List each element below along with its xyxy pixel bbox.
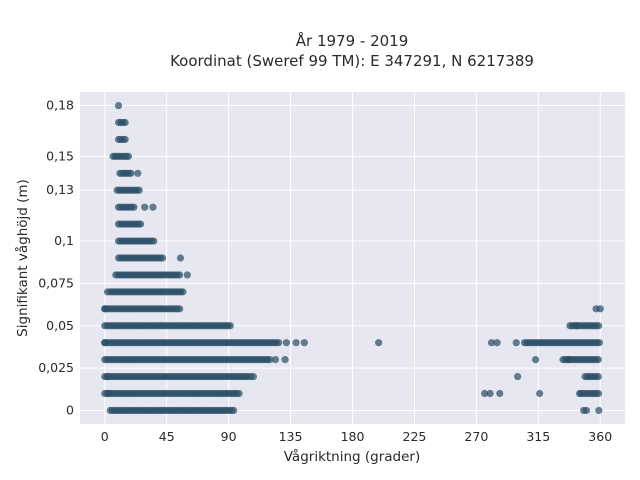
y-tick-label: 0,1 xyxy=(54,233,74,248)
x-tick-label: 90 xyxy=(221,429,237,444)
x-tick-label: 0 xyxy=(101,429,109,444)
x-tick-label: 270 xyxy=(464,429,488,444)
data-point xyxy=(594,322,603,330)
y-tick-label: 0,05 xyxy=(46,318,74,333)
x-tick-label: 315 xyxy=(526,429,550,444)
y-axis-label: Signifikant våghöjd (m) xyxy=(14,179,31,337)
data-point xyxy=(531,356,540,364)
data-point xyxy=(105,389,113,398)
data-point xyxy=(595,406,603,415)
data-point xyxy=(487,339,496,347)
data-point xyxy=(493,339,501,347)
data-point xyxy=(121,118,129,127)
x-tick-labels: 0 45 90 135 180 225 270 315 360 xyxy=(101,429,612,444)
data-point xyxy=(134,169,142,177)
data-point xyxy=(127,169,135,177)
data-point xyxy=(536,389,544,398)
data-point xyxy=(149,203,157,211)
x-axis-label: Vågriktning (grader) xyxy=(284,448,421,465)
y-tick-label: 0,025 xyxy=(38,360,74,375)
grid-lines xyxy=(80,92,625,424)
data-point xyxy=(130,203,138,211)
data-point xyxy=(481,389,489,398)
data-point xyxy=(496,389,504,398)
y-tick-label: 0,075 xyxy=(38,275,74,290)
data-points xyxy=(101,101,604,415)
x-tick-label: 45 xyxy=(159,429,175,444)
data-point xyxy=(249,372,258,381)
data-point xyxy=(121,135,129,144)
y-tick-labels: 0 0,025 0,05 0,075 0,1 0,13 0,15 0,18 xyxy=(38,98,74,418)
y-tick-label: 0 xyxy=(66,402,74,417)
x-tick-label: 180 xyxy=(341,429,365,444)
data-point xyxy=(103,288,112,296)
data-point xyxy=(594,372,602,381)
chart-title-line2: Koordinat (Sweref 99 TM): E 347291, N 62… xyxy=(170,52,534,70)
data-point xyxy=(179,288,187,296)
data-point xyxy=(282,339,291,347)
data-point xyxy=(514,372,522,381)
data-point xyxy=(582,406,591,415)
y-tick-label: 0,13 xyxy=(46,182,74,197)
y-tick-label: 0,18 xyxy=(46,98,74,113)
data-point xyxy=(101,305,109,313)
data-point xyxy=(512,339,520,347)
data-point xyxy=(596,305,604,313)
data-point xyxy=(564,356,573,364)
data-point xyxy=(158,254,167,262)
y-tick-label: 0,15 xyxy=(46,148,74,163)
data-point xyxy=(176,271,184,279)
data-point xyxy=(176,254,185,262)
data-point xyxy=(271,356,280,364)
data-point xyxy=(150,237,158,245)
data-point xyxy=(235,389,243,398)
data-point xyxy=(176,305,184,313)
data-point xyxy=(575,389,584,398)
data-point xyxy=(275,339,283,347)
x-tick-label: 360 xyxy=(588,429,612,444)
data-point xyxy=(595,339,604,347)
x-tick-label: 135 xyxy=(279,429,303,444)
data-point xyxy=(486,389,494,398)
data-point xyxy=(573,322,581,330)
chart-title-line1: År 1979 - 2019 xyxy=(296,31,409,50)
data-point xyxy=(300,339,308,347)
data-point xyxy=(292,339,300,347)
data-point xyxy=(136,220,145,228)
data-point xyxy=(266,356,274,364)
data-point xyxy=(141,203,149,211)
data-point xyxy=(101,339,109,347)
data-point xyxy=(594,389,603,398)
x-tick-label: 225 xyxy=(403,429,427,444)
data-point xyxy=(594,356,602,364)
data-point xyxy=(103,372,112,381)
data-point xyxy=(226,322,234,330)
data-point xyxy=(114,101,123,110)
data-point xyxy=(183,271,191,279)
data-point xyxy=(375,339,383,347)
data-point xyxy=(281,356,289,364)
data-point xyxy=(124,152,133,160)
data-point xyxy=(229,406,238,415)
data-point xyxy=(135,186,143,194)
